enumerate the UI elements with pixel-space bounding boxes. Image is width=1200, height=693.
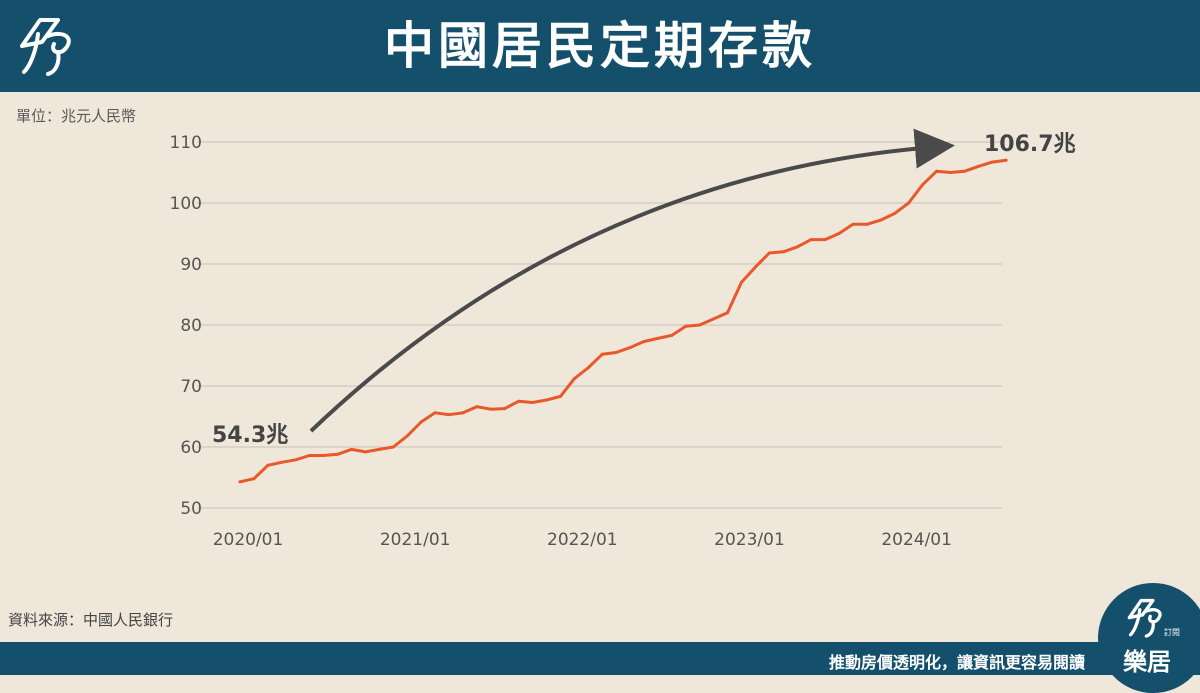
data-point xyxy=(503,407,507,411)
unit-label: 單位：兆元人民幣 xyxy=(16,107,137,125)
data-point xyxy=(809,238,813,242)
data-point xyxy=(628,346,632,350)
data-point xyxy=(572,377,576,381)
data-point xyxy=(1004,158,1008,162)
data-point xyxy=(349,447,353,451)
y-tick-label: 80 xyxy=(180,316,202,336)
data-point xyxy=(698,323,702,327)
subscribe-stamp[interactable]: 訂閱 xyxy=(1164,628,1180,637)
y-tick-label: 100 xyxy=(170,194,202,214)
x-tick-label: 2024/01 xyxy=(881,530,952,550)
data-point xyxy=(294,458,298,462)
trend-arrow xyxy=(309,128,955,433)
data-point xyxy=(600,352,604,356)
data-point xyxy=(865,222,869,226)
data-point xyxy=(280,460,284,464)
y-tick-label: 110 xyxy=(170,133,202,153)
data-point xyxy=(753,265,757,269)
data-point xyxy=(656,336,660,340)
brand-logo-icon xyxy=(20,18,71,76)
footer-bar xyxy=(0,642,1200,675)
data-point xyxy=(823,238,827,242)
data-point xyxy=(948,171,952,174)
data-point xyxy=(684,324,688,328)
data-point xyxy=(308,454,312,458)
data-point xyxy=(907,201,911,205)
data-point xyxy=(336,452,340,456)
series-line-deposits xyxy=(238,158,1008,484)
page-title: 中國居民定期存款 xyxy=(384,17,816,75)
data-point xyxy=(391,445,395,449)
data-point xyxy=(921,183,925,187)
data-point xyxy=(990,160,994,164)
x-tick-label: 2023/01 xyxy=(714,530,785,550)
data-point xyxy=(419,420,423,424)
data-point xyxy=(238,480,242,484)
y-tick-label: 50 xyxy=(180,499,202,519)
x-tick-label: 2021/01 xyxy=(380,530,451,550)
annotation-end-value: 106.7兆 xyxy=(984,132,1076,157)
data-point xyxy=(712,317,716,321)
data-point xyxy=(461,411,465,415)
data-point xyxy=(586,366,590,370)
x-tick-label: 2020/01 xyxy=(213,530,284,550)
data-point xyxy=(781,250,785,254)
data-point xyxy=(544,398,548,402)
footer-slogan: 推動房價透明化，讓資訊更容易閱讀 xyxy=(828,653,1085,672)
data-point xyxy=(893,211,897,215)
data-point xyxy=(322,454,326,458)
data-point xyxy=(962,169,966,173)
data-point xyxy=(976,164,980,168)
data-point xyxy=(517,399,521,403)
y-tick-label: 70 xyxy=(180,377,202,397)
data-point xyxy=(837,232,841,235)
data-point xyxy=(670,333,674,337)
data-point xyxy=(433,411,437,415)
data-point xyxy=(363,450,367,454)
source-label: 資料來源：中國人民銀行 xyxy=(8,611,174,629)
badge-brand-name: 樂居 xyxy=(1123,648,1171,676)
annotation-start-value: 54.3兆 xyxy=(212,423,288,448)
data-point xyxy=(531,400,535,404)
data-point xyxy=(489,407,493,411)
data-point xyxy=(739,280,743,284)
data-point xyxy=(851,222,855,226)
header-bar xyxy=(0,0,1200,92)
data-point xyxy=(726,311,730,315)
data-point xyxy=(447,413,451,417)
data-point xyxy=(614,350,618,354)
data-point xyxy=(475,405,479,409)
data-point xyxy=(252,477,256,481)
data-point xyxy=(642,339,646,343)
badge-logo-icon xyxy=(1127,598,1162,638)
x-tick-label: 2022/01 xyxy=(547,530,618,550)
data-point xyxy=(266,463,270,467)
y-tick-label: 60 xyxy=(180,438,202,458)
line-chart: 50 60 70 80 90 100 110 2020/01 2021/01 2022/01 20… xyxy=(170,128,1076,550)
data-point xyxy=(935,169,938,173)
data-point xyxy=(558,394,562,398)
data-point xyxy=(405,434,409,438)
data-point xyxy=(879,218,883,222)
data-point xyxy=(767,251,771,255)
y-tick-label: 90 xyxy=(180,255,202,275)
data-point xyxy=(795,245,799,249)
data-point xyxy=(377,447,381,451)
